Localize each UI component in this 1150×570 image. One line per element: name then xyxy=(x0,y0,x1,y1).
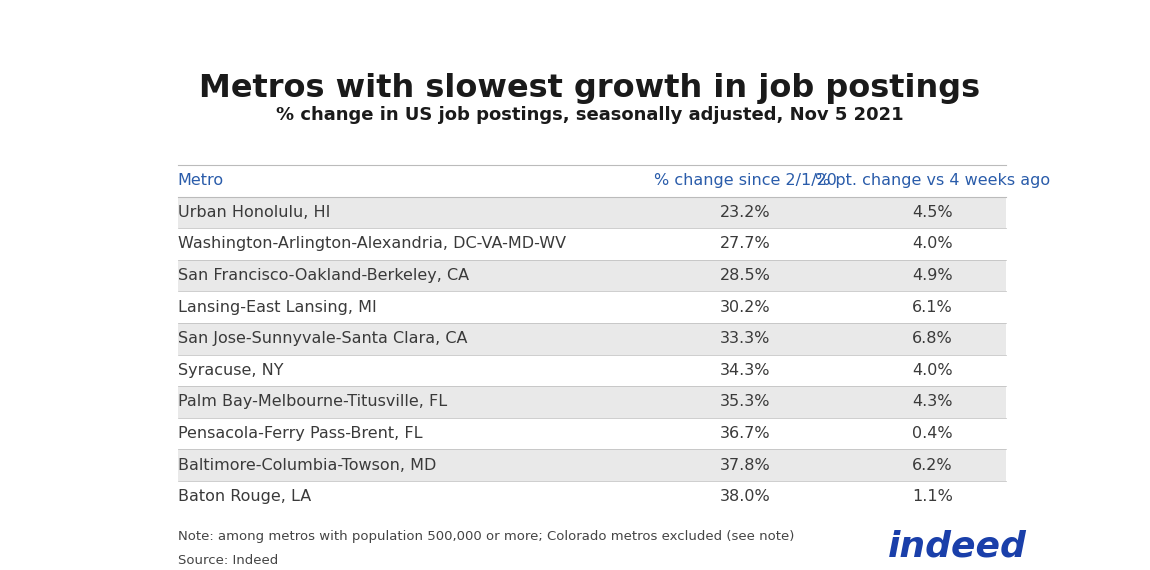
Text: 35.3%: 35.3% xyxy=(720,394,770,409)
Text: 4.0%: 4.0% xyxy=(912,237,953,251)
Text: 37.8%: 37.8% xyxy=(720,458,770,473)
Bar xyxy=(177,260,1006,291)
Text: 6.1%: 6.1% xyxy=(912,300,953,315)
Bar xyxy=(177,386,1006,418)
Text: 33.3%: 33.3% xyxy=(720,331,770,346)
Text: Metro: Metro xyxy=(177,173,224,188)
Text: Palm Bay-Melbourne-Titusville, FL: Palm Bay-Melbourne-Titusville, FL xyxy=(177,394,446,409)
Text: Pensacola-Ferry Pass-Brent, FL: Pensacola-Ferry Pass-Brent, FL xyxy=(177,426,422,441)
Text: 23.2%: 23.2% xyxy=(720,205,770,220)
Text: 6.2%: 6.2% xyxy=(912,458,953,473)
Text: 4.9%: 4.9% xyxy=(912,268,953,283)
Text: 30.2%: 30.2% xyxy=(720,300,770,315)
Text: % change in US job postings, seasonally adjusted, Nov 5 2021: % change in US job postings, seasonally … xyxy=(276,107,903,124)
Text: Note: among metros with population 500,000 or more; Colorado metros excluded (se: Note: among metros with population 500,0… xyxy=(177,530,793,543)
Text: San Francisco-Oakland-Berkeley, CA: San Francisco-Oakland-Berkeley, CA xyxy=(177,268,469,283)
Text: % change since 2/1/20: % change since 2/1/20 xyxy=(654,173,837,188)
Bar xyxy=(177,197,1006,228)
Bar xyxy=(177,449,1006,481)
Text: Washington-Arlington-Alexandria, DC-VA-MD-WV: Washington-Arlington-Alexandria, DC-VA-M… xyxy=(177,237,566,251)
Text: 4.0%: 4.0% xyxy=(912,363,953,378)
Text: 4.5%: 4.5% xyxy=(912,205,953,220)
Text: Syracuse, NY: Syracuse, NY xyxy=(177,363,283,378)
Text: Source: Indeed: Source: Indeed xyxy=(177,554,278,567)
Text: Urban Honolulu, HI: Urban Honolulu, HI xyxy=(177,205,330,220)
Text: 27.7%: 27.7% xyxy=(720,237,770,251)
Text: Baltimore-Columbia-Towson, MD: Baltimore-Columbia-Towson, MD xyxy=(177,458,436,473)
Text: % pt. change vs 4 weeks ago: % pt. change vs 4 weeks ago xyxy=(815,173,1050,188)
Text: Baton Rouge, LA: Baton Rouge, LA xyxy=(177,489,310,504)
Text: 28.5%: 28.5% xyxy=(720,268,770,283)
Text: Metros with slowest growth in job postings: Metros with slowest growth in job postin… xyxy=(199,72,980,104)
Text: 34.3%: 34.3% xyxy=(720,363,770,378)
Bar xyxy=(177,323,1006,355)
Text: 4.3%: 4.3% xyxy=(912,394,952,409)
Text: 6.8%: 6.8% xyxy=(912,331,953,346)
Text: 36.7%: 36.7% xyxy=(720,426,770,441)
Text: 38.0%: 38.0% xyxy=(720,489,770,504)
Text: indeed: indeed xyxy=(888,530,1027,564)
Text: Lansing-East Lansing, MI: Lansing-East Lansing, MI xyxy=(177,300,376,315)
Text: San Jose-Sunnyvale-Santa Clara, CA: San Jose-Sunnyvale-Santa Clara, CA xyxy=(177,331,467,346)
Text: 1.1%: 1.1% xyxy=(912,489,953,504)
Text: 0.4%: 0.4% xyxy=(912,426,953,441)
